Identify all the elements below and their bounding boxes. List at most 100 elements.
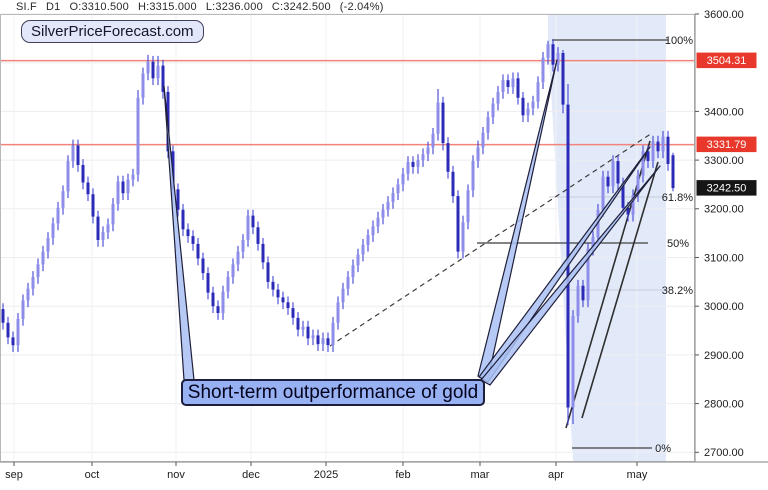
candle xyxy=(461,222,465,252)
candle xyxy=(406,162,410,174)
candle xyxy=(91,194,95,217)
candle xyxy=(526,108,530,116)
candle xyxy=(121,181,125,194)
resistance-lines xyxy=(0,59,695,146)
candle xyxy=(116,181,120,204)
candle xyxy=(21,300,25,319)
candle xyxy=(511,78,515,88)
solid-trendlines xyxy=(565,140,659,429)
candle xyxy=(631,195,635,215)
candle xyxy=(236,251,240,265)
candle xyxy=(106,224,110,233)
candle xyxy=(601,176,605,210)
close-value: C:3242.500 xyxy=(271,1,331,13)
candle xyxy=(306,326,310,339)
svg-text:50%: 50% xyxy=(667,238,689,250)
candle xyxy=(581,285,585,301)
candle xyxy=(201,258,205,274)
price-axis[interactable]: 3600.00 3400.00 3300.00 3200.00 3100.00 3000.… xyxy=(695,9,757,459)
candle xyxy=(426,147,430,155)
svg-text:100%: 100% xyxy=(665,35,693,47)
candle xyxy=(361,244,365,255)
svg-text:dec: dec xyxy=(242,469,260,481)
candle xyxy=(471,161,475,191)
price-badge xyxy=(696,52,757,69)
candle xyxy=(521,97,525,116)
svg-text:3000.00: 3000.00 xyxy=(704,301,744,313)
candle xyxy=(211,292,215,307)
watermark-badge: SilverPriceForecast.com xyxy=(21,20,204,43)
candle xyxy=(81,165,85,183)
annotation-label[interactable]: Short-term outperformance of gold xyxy=(181,379,485,406)
candle xyxy=(351,265,355,277)
svg-text:0%: 0% xyxy=(655,443,671,455)
svg-text:may: may xyxy=(627,469,648,481)
candle xyxy=(356,254,360,266)
candle xyxy=(16,318,20,346)
candle xyxy=(226,277,230,292)
candle xyxy=(506,80,510,87)
candle xyxy=(666,136,670,164)
candle xyxy=(591,237,595,249)
candle xyxy=(441,102,445,143)
candle xyxy=(671,155,675,189)
candle xyxy=(571,315,575,408)
svg-text:38.2%: 38.2% xyxy=(662,285,693,297)
candle xyxy=(551,44,555,65)
candle xyxy=(36,264,40,277)
svg-text:2700.00: 2700.00 xyxy=(704,447,744,459)
candle xyxy=(326,338,330,346)
candle xyxy=(561,53,565,105)
candle xyxy=(291,308,295,318)
candle xyxy=(586,248,590,301)
candle xyxy=(616,161,620,184)
candle xyxy=(71,145,75,162)
candle xyxy=(66,161,70,192)
svg-text:2025: 2025 xyxy=(314,469,338,481)
candle xyxy=(546,44,550,58)
candle xyxy=(261,243,265,263)
candle xyxy=(266,262,270,282)
candle xyxy=(341,288,345,303)
candle xyxy=(626,207,630,215)
candle xyxy=(656,141,660,152)
candle xyxy=(251,215,255,228)
low-value: L:3236.000 xyxy=(205,1,263,13)
ohlc-header: SI.F D1 O:3310.500 H:3315.000 L:3236.000 C:32… xyxy=(16,1,393,13)
svg-text:3300.00: 3300.00 xyxy=(704,155,744,167)
candle xyxy=(611,161,615,187)
candle xyxy=(496,91,500,104)
candle xyxy=(476,147,480,161)
candle xyxy=(31,277,35,289)
candle xyxy=(416,160,420,167)
candle xyxy=(651,141,655,162)
svg-text:3331.79: 3331.79 xyxy=(707,139,747,151)
candle xyxy=(606,176,610,187)
candle xyxy=(181,209,185,230)
candle xyxy=(6,322,10,338)
candle xyxy=(391,193,395,202)
candle xyxy=(276,289,280,298)
candle xyxy=(661,136,665,152)
candle xyxy=(446,143,450,172)
open-value: O:3310.500 xyxy=(69,1,129,13)
callout-pointer xyxy=(480,165,661,386)
candle xyxy=(516,78,520,98)
fibonacci-labels: 100% 61.8% 50% 38.2% 0% xyxy=(655,35,693,455)
svg-text:oct: oct xyxy=(85,469,100,481)
candle xyxy=(96,216,100,240)
candle xyxy=(296,317,300,330)
candle xyxy=(206,273,210,293)
candle xyxy=(221,291,225,313)
svg-text:3242.50: 3242.50 xyxy=(707,183,747,195)
time-axis[interactable]: sep oct nov dec 2025 feb mar apr may xyxy=(5,462,648,481)
candle xyxy=(486,117,490,133)
svg-text:feb: feb xyxy=(395,469,410,481)
change-value: (-2.04%) xyxy=(339,1,384,13)
candle xyxy=(231,264,235,277)
candle xyxy=(246,215,250,240)
svg-text:3504.31: 3504.31 xyxy=(707,55,747,67)
svg-text:3100.00: 3100.00 xyxy=(704,252,744,264)
